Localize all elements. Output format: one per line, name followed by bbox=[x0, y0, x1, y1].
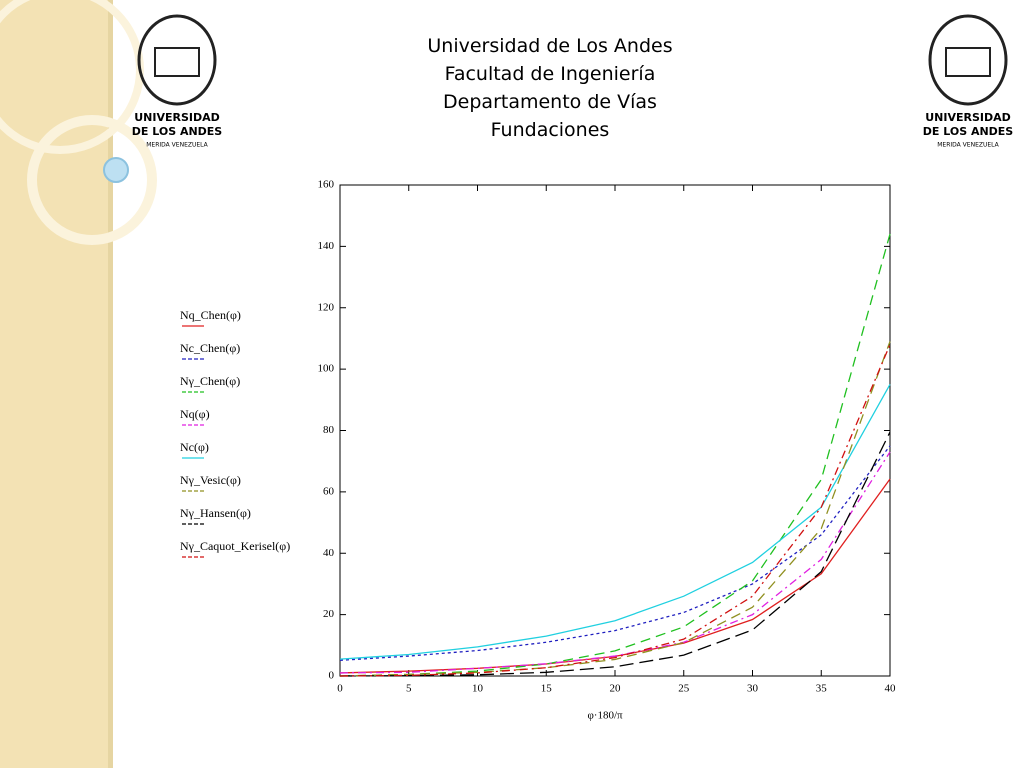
deco-dot bbox=[103, 157, 129, 183]
logo-text: UNIVERSIDAD bbox=[134, 111, 220, 124]
legend-label: Nq(φ) bbox=[180, 407, 210, 421]
series-line bbox=[339, 344, 891, 677]
y-tick-label: 40 bbox=[323, 547, 335, 559]
x-tick-label: 5 bbox=[406, 683, 412, 695]
plot-frame bbox=[339, 184, 891, 677]
logo-right: UNIVERSIDAD DE LOS ANDES MERIDA VENEZUEL… bbox=[923, 14, 1014, 149]
series-line bbox=[339, 445, 891, 661]
x-tick-label: 15 bbox=[541, 683, 553, 695]
y-tick-label: 100 bbox=[318, 363, 335, 375]
header-line: Departamento de Vías bbox=[443, 91, 657, 113]
x-tick-label: 0 bbox=[337, 683, 343, 695]
x-tick-label: 10 bbox=[472, 683, 484, 695]
legend-label: Nc_Chen(φ) bbox=[180, 341, 240, 355]
deco-ring bbox=[27, 115, 157, 245]
legend-label: Nq_Chen(φ) bbox=[180, 308, 241, 322]
logo-text: MERIDA VENEZUELA bbox=[937, 142, 999, 149]
x-axis-label: φ·180/π bbox=[587, 710, 623, 722]
logo-text: DE LOS ANDES bbox=[923, 125, 1014, 138]
header: Universidad de Los Andes Facultad de Ing… bbox=[340, 32, 760, 144]
series-line bbox=[339, 478, 891, 674]
series-line bbox=[339, 384, 891, 660]
legend-label: Nγ_Hansen(φ) bbox=[180, 506, 251, 520]
y-tick-label: 120 bbox=[318, 301, 335, 313]
y-tick-label: 0 bbox=[329, 670, 335, 682]
chart: 0 20 40 60 80 100 120 140 160 0 5 10 15 20 25 30 35 40 φ·1… bbox=[180, 179, 896, 722]
x-tick-label: 40 bbox=[885, 683, 897, 695]
logo-text: DE LOS ANDES bbox=[132, 125, 223, 138]
legend-label: Nγ_Caquot_Kerisel(φ) bbox=[180, 539, 290, 553]
x-tick-label: 20 bbox=[610, 683, 622, 695]
legend-label: Nγ_Vesic(φ) bbox=[180, 473, 241, 487]
x-tick-label: 35 bbox=[816, 683, 828, 695]
logo-book bbox=[945, 47, 991, 77]
y-tick-label: 80 bbox=[323, 424, 335, 436]
logo-left: UNIVERSIDAD DE LOS ANDES MERIDA VENEZUEL… bbox=[132, 14, 223, 149]
series-line bbox=[339, 451, 891, 674]
logo-text: UNIVERSIDAD bbox=[925, 111, 1011, 124]
series-line bbox=[339, 341, 891, 677]
y-tick-label: 20 bbox=[323, 608, 335, 620]
x-tick-label: 30 bbox=[747, 683, 759, 695]
logo-emblem bbox=[928, 14, 1008, 106]
legend-label: Nc(φ) bbox=[180, 440, 209, 454]
series-line bbox=[339, 431, 891, 677]
y-tick-label: 160 bbox=[318, 179, 335, 191]
y-tick-label: 60 bbox=[323, 485, 335, 497]
logo-text: MERIDA VENEZUELA bbox=[146, 142, 208, 149]
legend-label: Nγ_Chen(φ) bbox=[180, 374, 240, 388]
side-edge bbox=[108, 0, 113, 768]
header-line: Facultad de Ingeniería bbox=[444, 63, 656, 85]
header-line: Fundaciones bbox=[490, 119, 610, 141]
y-tick-label: 140 bbox=[318, 240, 335, 252]
logo-book bbox=[154, 47, 200, 77]
logo-emblem bbox=[137, 14, 217, 106]
header-line: Universidad de Los Andes bbox=[427, 35, 673, 57]
x-tick-label: 25 bbox=[678, 683, 690, 695]
series-line bbox=[339, 233, 891, 677]
